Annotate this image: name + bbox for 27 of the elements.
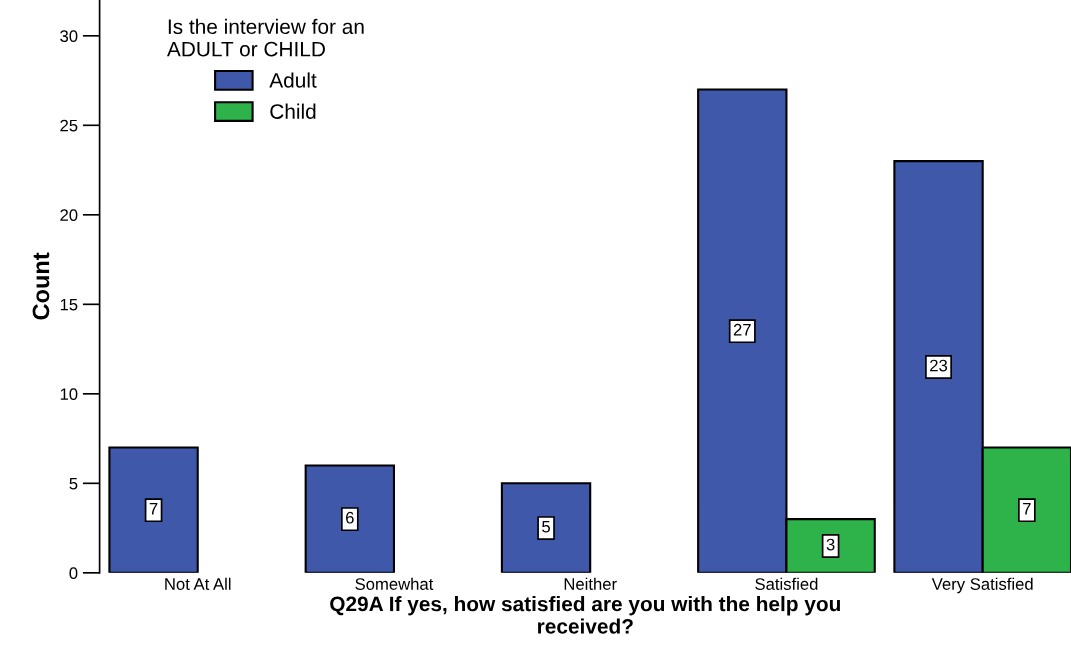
y-tick-label: 20 (60, 209, 78, 222)
x-tick-label: Satisfied (755, 577, 818, 590)
x-tick-label: Neither (564, 577, 617, 590)
x-tick-label: Somewhat (355, 577, 434, 590)
y-tick-label: 30 (60, 30, 78, 43)
y-axis-title: Count (32, 252, 50, 320)
data-label: 6 (346, 511, 354, 524)
x-tick-label: Not At All (165, 577, 231, 590)
y-tick-label: 5 (69, 477, 78, 490)
y-tick-label: 15 (60, 298, 78, 311)
y-tick-label: 10 (60, 388, 78, 401)
legend-label: Adult (269, 72, 317, 88)
data-label: 7 (1023, 503, 1031, 515)
x-tick-label: Very Satisfied (931, 577, 1033, 594)
y-tick-label: 0 (69, 567, 78, 580)
bar (108, 446, 199, 573)
bar (304, 464, 396, 573)
x-axis-title: Q29A If yes, how satisfied are you with the help you received? (330, 596, 840, 634)
data-label: 5 (542, 520, 550, 533)
y-tick-label: 25 (60, 119, 78, 132)
bar (500, 482, 592, 573)
data-label: 3 (826, 538, 835, 551)
legend-title: Is the interview for an ADULT or CHILD (166, 18, 364, 57)
data-label: 7 (149, 503, 158, 515)
legend-label: Child (270, 103, 316, 119)
data-label: 27 (733, 323, 751, 336)
data-label: 23 (930, 359, 948, 372)
